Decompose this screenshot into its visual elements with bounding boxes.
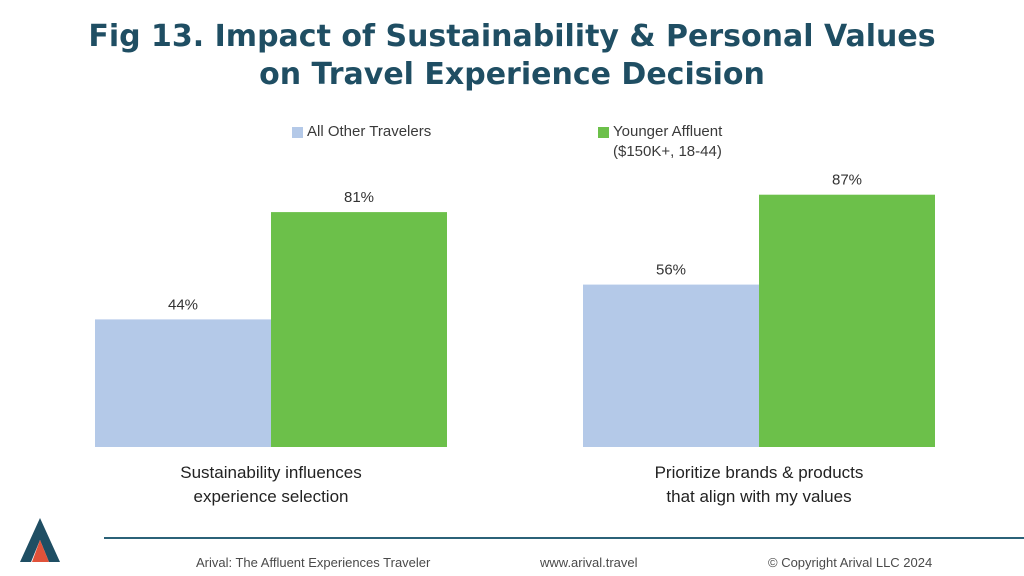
- legend-item-all-other-travelers: All Other Travelers: [292, 122, 431, 142]
- category-label-2-line-1: Prioritize brands & products: [655, 463, 864, 482]
- arival-logo: [18, 516, 62, 569]
- category-label-2-line-2: that align with my values: [666, 487, 851, 506]
- legend-swatch-younger-affluent: [598, 127, 609, 138]
- category-label-1-line-1: Sustainability influences: [180, 463, 361, 482]
- chart-title-line-2: on Travel Experience Decision: [259, 57, 765, 92]
- bar-younger-affluent-cat1: [271, 212, 447, 447]
- footer-publication: Arival: The Affluent Experiences Travele…: [196, 555, 431, 570]
- chart-title-line-1: Fig 13. Impact of Sustainability & Perso…: [88, 19, 936, 54]
- data-label-all-other-cat2: 56%: [656, 262, 686, 279]
- bar-younger-affluent-cat2: [759, 194, 935, 447]
- legend-swatch-all-other: [292, 127, 303, 138]
- bar-all-other-cat1: [95, 319, 271, 447]
- legend-label-all-other: All Other Travelers: [307, 123, 432, 140]
- footer-copyright: © Copyright Arival LLC 2024: [768, 555, 933, 570]
- data-label-all-other-cat1: 44%: [168, 296, 198, 313]
- legend-label-younger-affluent: Younger Affluent ($150K+, 18-44): [613, 123, 723, 160]
- footer-divider: [104, 537, 1024, 539]
- footer-website-link[interactable]: www.arival.travel: [540, 555, 638, 570]
- chart-title: Fig 13. Impact of Sustainability & Perso…: [0, 18, 1024, 94]
- bar-all-other-cat2: [583, 284, 759, 447]
- data-label-younger-affluent-cat1: 81%: [344, 189, 374, 206]
- legend-item-younger-affluent: Younger Affluent ($150K+, 18-44): [598, 122, 722, 162]
- data-label-younger-affluent-cat2: 87%: [832, 172, 862, 189]
- category-label-1-line-2: experience selection: [194, 487, 349, 506]
